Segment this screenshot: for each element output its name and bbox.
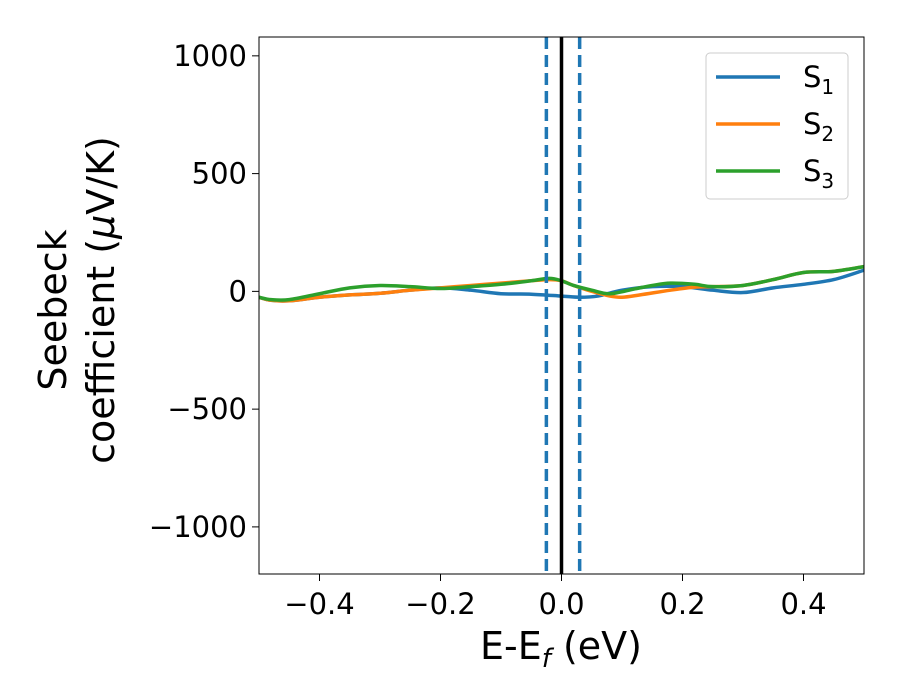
x-tick-label: 0.2: [659, 587, 705, 621]
y-tick-label: 0: [229, 274, 247, 308]
y-tick-label: −1000: [149, 510, 247, 544]
legend-label-s2: S2: [803, 107, 834, 146]
y-tick-label: 1000: [173, 39, 247, 73]
x-tick-label: 0.4: [780, 587, 826, 621]
reference-lines: [544, 37, 582, 574]
legend: S1 S2 S3: [705, 52, 849, 200]
y-axis: −1000 −500 0 500 1000: [149, 39, 259, 544]
x-tick-label: −0.4: [284, 587, 354, 621]
y-axis-label-line1: Seebeck: [31, 229, 75, 390]
x-axis: −0.4 −0.2 0.0 0.2 0.4: [284, 574, 827, 621]
x-tick-label: −0.2: [405, 587, 475, 621]
legend-label-s3: S3: [803, 154, 834, 193]
legend-box: [705, 52, 849, 200]
series-line-s3: [259, 264, 864, 302]
x-axis-label: E-Ef (eV): [480, 624, 642, 674]
legend-label-s1: S1: [803, 60, 834, 99]
y-axis-label-line2: coefficient (μV/K): [79, 136, 123, 464]
y-tick-label: 500: [192, 157, 247, 191]
y-tick-label: −500: [167, 392, 247, 426]
x-tick-label: 0.0: [538, 587, 584, 621]
